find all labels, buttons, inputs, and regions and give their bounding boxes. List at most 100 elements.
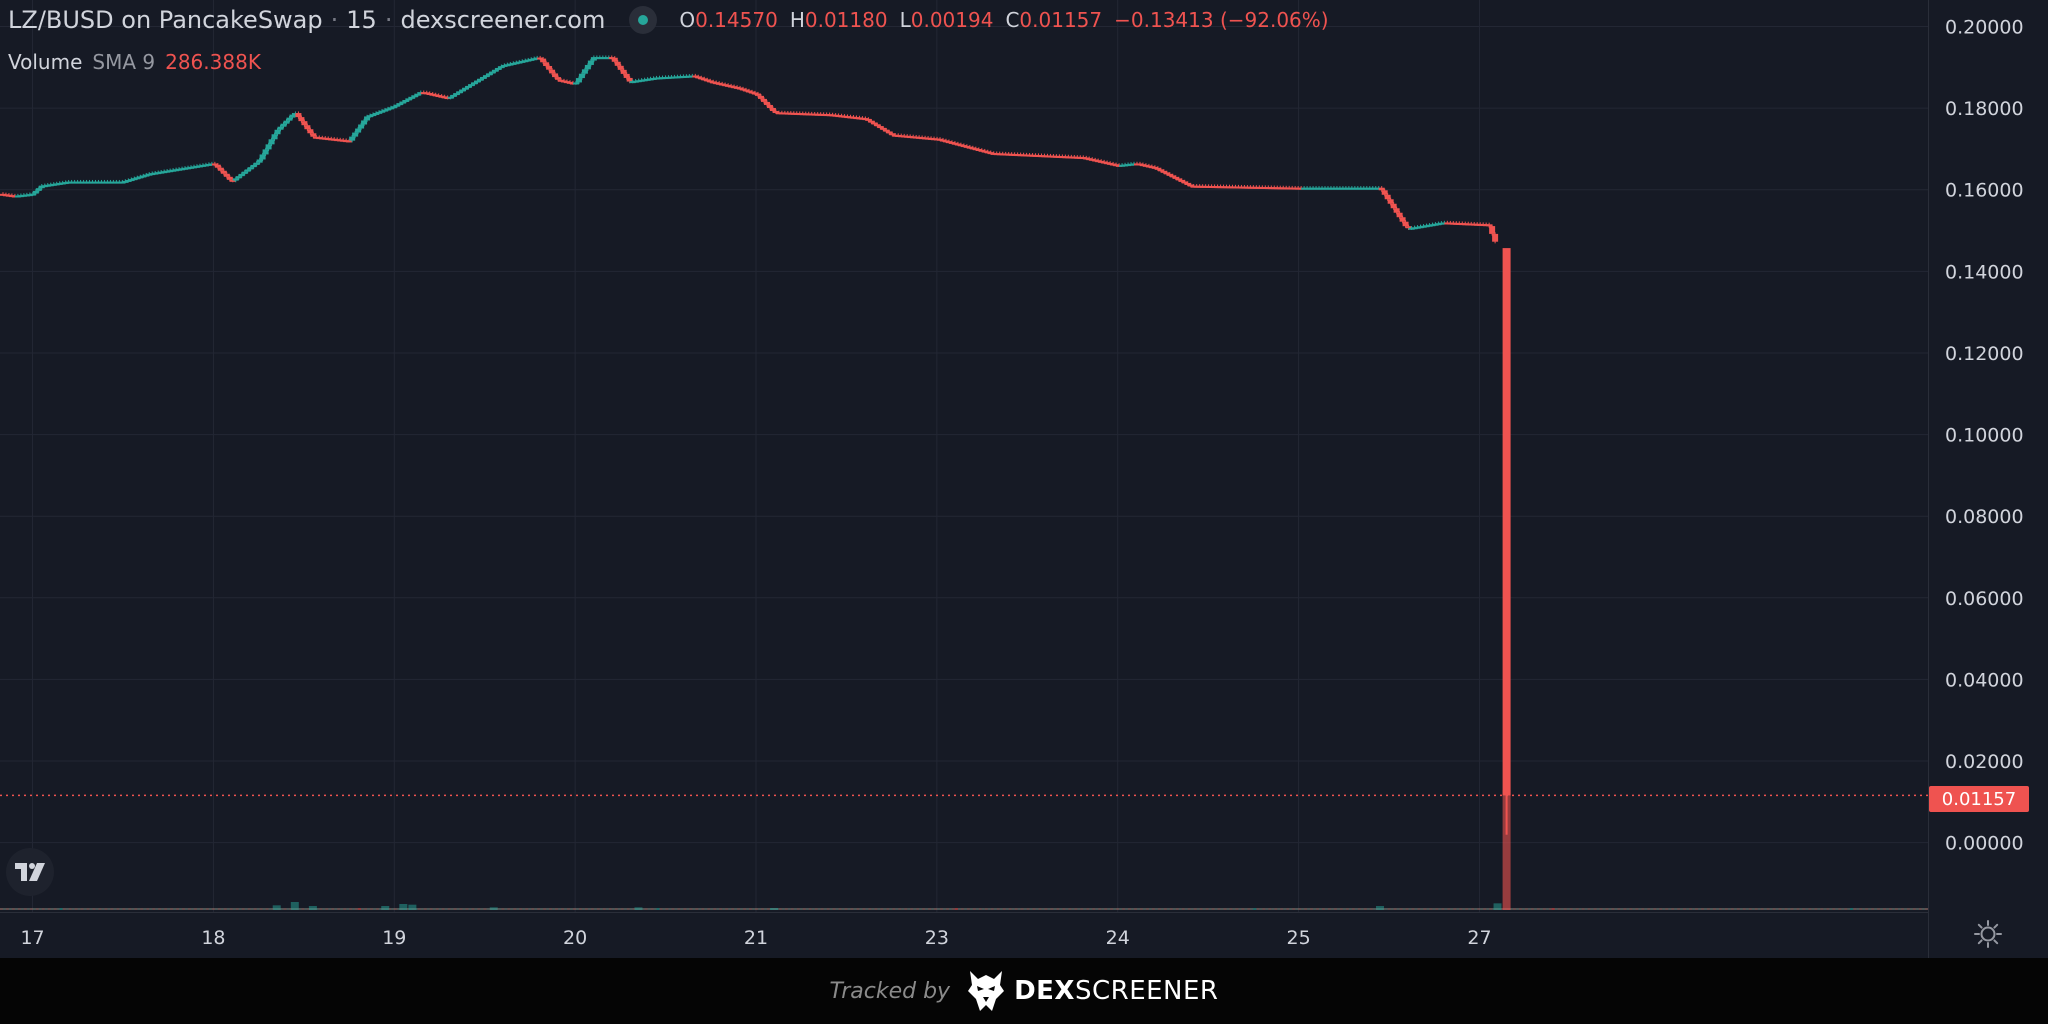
volume-bar (1894, 908, 1901, 910)
candle-body (262, 149, 269, 155)
volume-bar (265, 908, 272, 910)
volume-bar (187, 908, 194, 910)
volume-bar (1107, 908, 1114, 910)
dexscreener-brand[interactable]: DEXSCREENER (1014, 976, 1218, 1006)
candle-body (1172, 176, 1179, 179)
volume-bar (1695, 908, 1702, 910)
volume-bar (898, 908, 905, 910)
volume-bar (787, 908, 794, 910)
candle-body (865, 118, 872, 121)
volume-bar (805, 908, 812, 910)
volume-bar (778, 908, 785, 910)
volume-bar (596, 908, 603, 910)
volume-bar (835, 908, 842, 910)
volume-bar (668, 908, 675, 910)
volume-bar (308, 906, 317, 910)
candle-body (695, 76, 702, 79)
volume-bar (1008, 908, 1015, 910)
volume-bar (459, 908, 466, 910)
volume-bar (1292, 908, 1299, 910)
volume-bar (319, 908, 326, 910)
volume-bar (743, 908, 750, 910)
candle-body (301, 121, 308, 126)
volume-bar (65, 908, 72, 910)
volume-bar (1113, 908, 1120, 910)
candle-body (367, 115, 374, 118)
volume-bar (301, 908, 308, 910)
volume-bar (1886, 908, 1893, 910)
price-tick-label: 0.18000 (1945, 98, 2024, 120)
volume-bar (1614, 908, 1621, 910)
volume-bar (456, 908, 463, 910)
candle-body (1399, 217, 1406, 222)
volume-bar (844, 908, 851, 910)
tradingview-logo-icon[interactable] (6, 848, 54, 896)
volume-bar (1420, 908, 1427, 910)
volume-bar (1441, 908, 1448, 910)
volume-bar (367, 908, 374, 910)
volume-bar (1912, 908, 1919, 910)
candle-body (486, 73, 493, 76)
volume-bar (662, 908, 669, 910)
volume-bar (1856, 908, 1863, 910)
volume-bar (283, 908, 290, 910)
volume-bar (874, 908, 881, 910)
volume-bar (781, 908, 788, 910)
candle-body (1154, 167, 1161, 170)
candle-body (468, 84, 475, 87)
volume-bar (1715, 908, 1722, 910)
volume-bar (1310, 908, 1317, 910)
volume-bar (704, 908, 711, 910)
volume-bar (1683, 908, 1690, 910)
volume-bar (975, 908, 982, 910)
volume-bar (1602, 908, 1609, 910)
volume-bar (375, 908, 382, 910)
volume-bar (1399, 908, 1406, 910)
volume-bar (11, 908, 18, 910)
volume-bar (1330, 908, 1337, 910)
volume-bar (1739, 908, 1746, 910)
candle-body (1402, 221, 1409, 227)
volume-bar (387, 908, 394, 910)
volume-bar (1357, 908, 1364, 910)
volume-bar (140, 908, 147, 910)
volume-bar (1903, 908, 1910, 910)
volume-bar (1572, 908, 1579, 910)
volume-bar (916, 908, 923, 910)
time-axis[interactable]: 17 18 19 20 21 23 24 25 27 (0, 912, 1928, 959)
volume-bar (1835, 908, 1842, 910)
volume-bar (498, 908, 505, 910)
chart-area[interactable] (0, 0, 1931, 912)
gear-icon[interactable] (1972, 918, 2004, 950)
volume-bar (1569, 908, 1576, 910)
volume-bar (656, 908, 663, 910)
volume-bar (1035, 908, 1042, 910)
volume-bar (617, 908, 624, 910)
candle-body (698, 77, 705, 80)
volume-bar (202, 908, 209, 910)
volume-bar (32, 908, 39, 910)
candle-body (310, 133, 317, 137)
volume-bar (1157, 908, 1164, 910)
close-key: C (1005, 8, 1020, 32)
volume-bar (325, 908, 332, 910)
volume-bar (1244, 908, 1251, 910)
candle-body (581, 69, 588, 74)
candle-body (704, 79, 711, 82)
high-value: 0.01180 (804, 8, 888, 32)
volume-bar (1151, 908, 1158, 910)
price-axis[interactable]: 0.20000 0.18000 0.16000 0.14000 0.12000 0.100… (1928, 0, 2048, 958)
volume-bar (5, 908, 12, 910)
pair-title: LZ/BUSD on PancakeSwap (8, 6, 323, 34)
volume-bar (316, 908, 323, 910)
candle-body (623, 73, 630, 78)
candle-body (889, 133, 896, 136)
volume-bar (1014, 908, 1021, 910)
volume-bar (1432, 908, 1439, 910)
volume-bar (1053, 908, 1060, 910)
high-key: H (789, 8, 805, 32)
candlestick-chart[interactable] (0, 0, 1931, 912)
volume-bar (1187, 908, 1194, 910)
volume-bar (1122, 908, 1129, 910)
volume-bar (1110, 908, 1117, 910)
